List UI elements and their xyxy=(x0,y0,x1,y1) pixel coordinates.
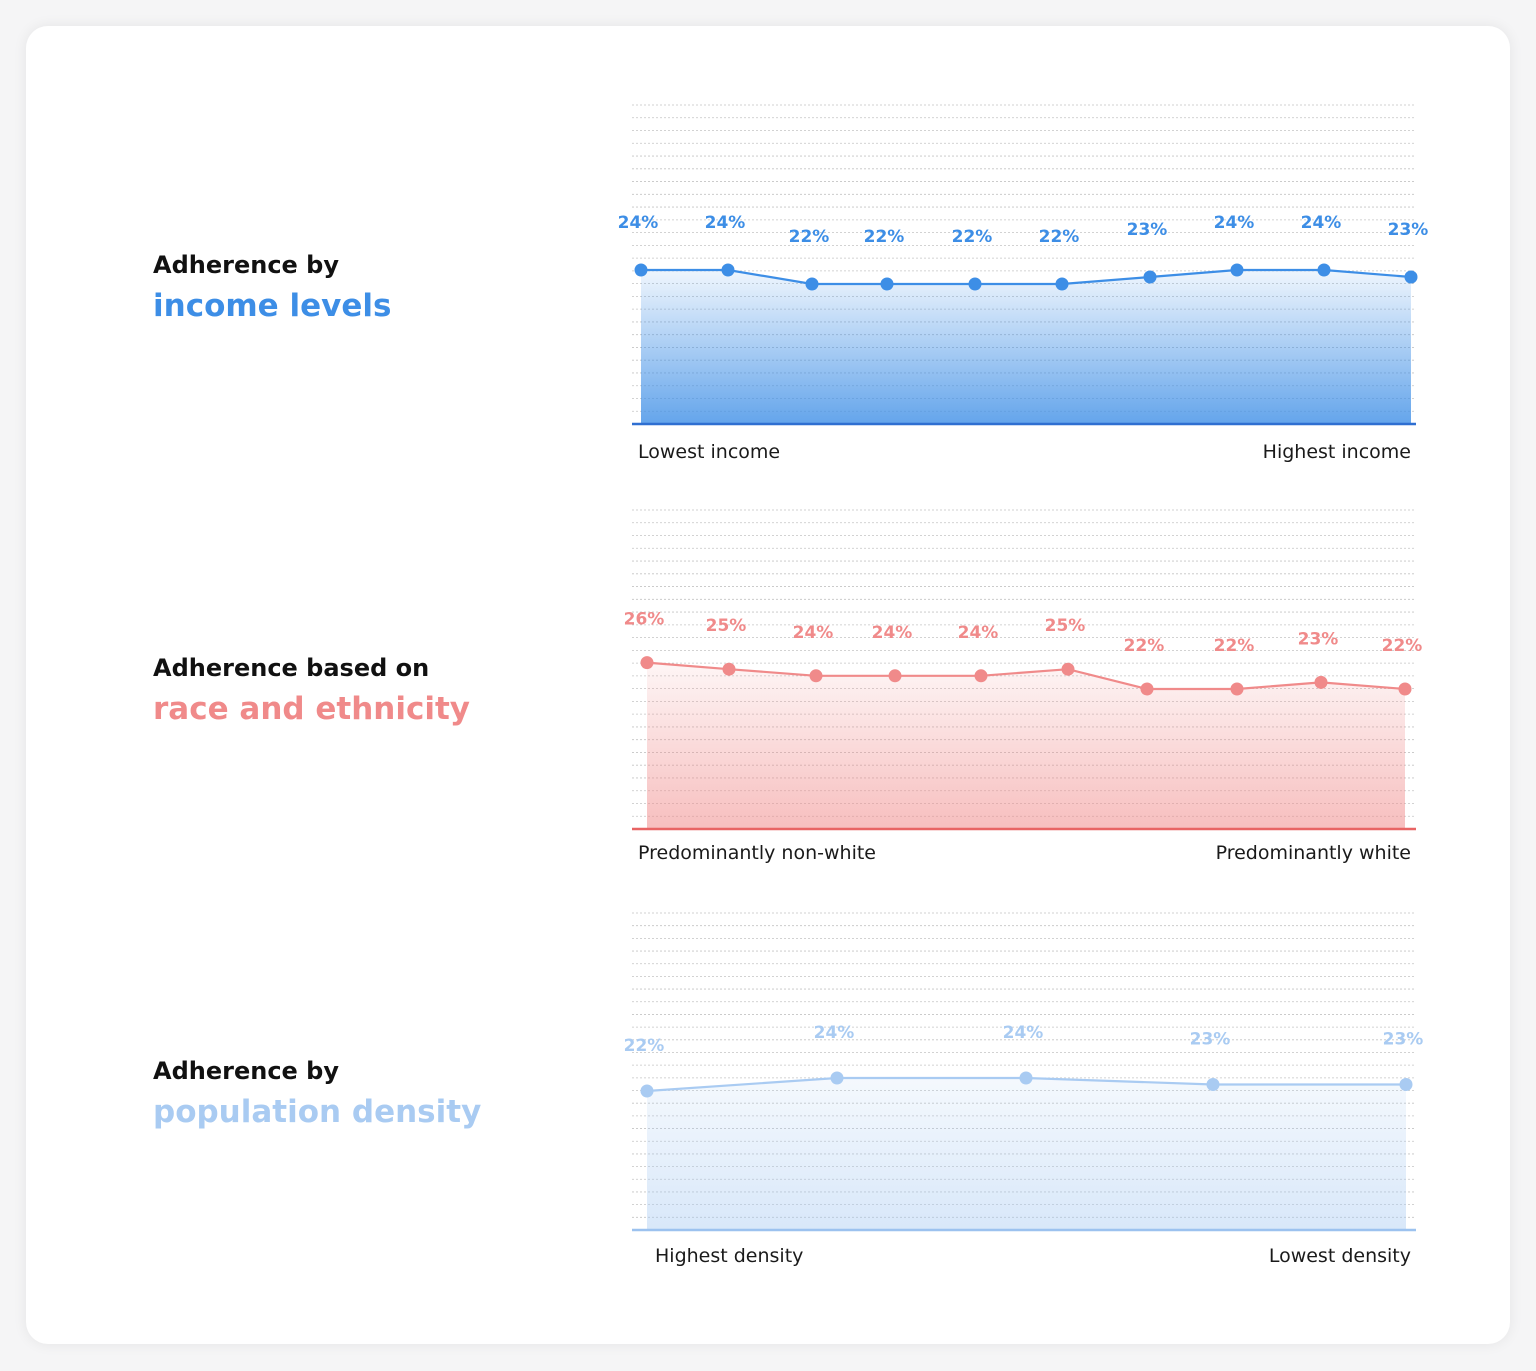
race-value-label: 24% xyxy=(872,623,913,643)
income-value-label: 23% xyxy=(1388,220,1429,240)
race-data-point xyxy=(888,669,902,683)
race-data-point xyxy=(809,669,823,683)
density-end-label: Lowest density xyxy=(1269,1245,1411,1267)
density-value-label: 23% xyxy=(1190,1030,1231,1050)
density-data-point xyxy=(1399,1078,1413,1091)
race-value-label: 22% xyxy=(1214,636,1255,656)
income-value-label: 22% xyxy=(952,227,993,247)
density-data-point xyxy=(1206,1078,1220,1091)
income-value-label: 22% xyxy=(864,227,905,247)
income-value-label: 22% xyxy=(789,227,830,247)
race-data-point xyxy=(1398,682,1412,696)
race-data-point xyxy=(722,662,736,676)
income-data-point xyxy=(805,277,819,291)
race-value-label: 22% xyxy=(1124,636,1165,656)
race-data-point xyxy=(1140,682,1154,696)
race-value-label: 24% xyxy=(958,623,999,643)
race-value-label: 25% xyxy=(1045,616,1086,636)
race-end-label: Predominantly white xyxy=(1216,842,1411,864)
density-title: Adherence by population density xyxy=(153,1056,481,1132)
income-title: Adherence by income levels xyxy=(153,250,391,326)
density-value-label: 24% xyxy=(1003,1023,1044,1043)
income-value-label: 24% xyxy=(1301,213,1342,233)
race-title-line2: race and ethnicity xyxy=(153,691,471,727)
income-title-line1: Adherence by xyxy=(153,251,339,279)
race-data-point xyxy=(1061,662,1075,676)
income-value-label: 22% xyxy=(1039,227,1080,247)
race-value-label: 22% xyxy=(1382,636,1423,656)
density-data-point xyxy=(640,1084,654,1098)
race-start-label: Predominantly non-white xyxy=(638,842,876,864)
income-data-point xyxy=(634,263,648,277)
race-series-line xyxy=(646,661,1406,691)
income-value-label: 24% xyxy=(1214,213,1255,233)
density-data-point xyxy=(830,1071,844,1085)
income-area xyxy=(641,270,1411,424)
density-value-label: 24% xyxy=(814,1023,855,1043)
income-value-label: 24% xyxy=(705,213,746,233)
income-data-point xyxy=(1317,263,1331,277)
income-value-label: 24% xyxy=(618,213,659,233)
race-value-label: 23% xyxy=(1298,629,1339,649)
density-value-label: 23% xyxy=(1383,1030,1424,1050)
income-series-line xyxy=(641,268,1412,286)
race-value-label: 24% xyxy=(793,623,834,643)
race-data-point xyxy=(974,669,988,683)
race-title: Adherence based on race and ethnicity xyxy=(153,653,470,729)
race-data-point xyxy=(640,656,654,670)
race-value-label: 25% xyxy=(706,616,747,636)
income-data-point xyxy=(880,277,894,291)
density-start-label: Highest density xyxy=(655,1245,803,1267)
density-chart: 22% 24% 24% 23% 23% Highest density Lowest den… xyxy=(624,912,1424,1267)
race-area xyxy=(647,662,1405,829)
race-chart: 26% 25% 24% 24% 24% 25% 22% 22% 23% 22% Predominan… xyxy=(624,509,1423,864)
race-data-point xyxy=(1230,682,1244,696)
income-data-point xyxy=(968,277,982,291)
income-chart: 24% 24% 22% 22% 22% 22% 23% 24% 24% 23% Lowest inc… xyxy=(618,104,1429,463)
density-value-label: 22% xyxy=(624,1036,665,1056)
density-title-line1: Adherence by xyxy=(153,1057,339,1085)
income-data-point xyxy=(1055,277,1069,291)
income-value-label: 23% xyxy=(1127,220,1168,240)
density-area xyxy=(647,1078,1406,1230)
race-data-point xyxy=(1314,675,1328,689)
income-data-point xyxy=(1404,270,1418,284)
density-title-line2: population density xyxy=(153,1094,482,1130)
race-title-line1: Adherence based on xyxy=(153,654,430,682)
income-title-line2: income levels xyxy=(153,288,392,324)
income-end-label: Highest income xyxy=(1263,441,1411,463)
income-data-point xyxy=(721,263,735,277)
density-data-point xyxy=(1019,1071,1033,1085)
income-start-label: Lowest income xyxy=(638,441,780,463)
race-value-label: 26% xyxy=(624,610,665,630)
income-data-point xyxy=(1143,270,1157,284)
income-data-point xyxy=(1230,263,1244,277)
